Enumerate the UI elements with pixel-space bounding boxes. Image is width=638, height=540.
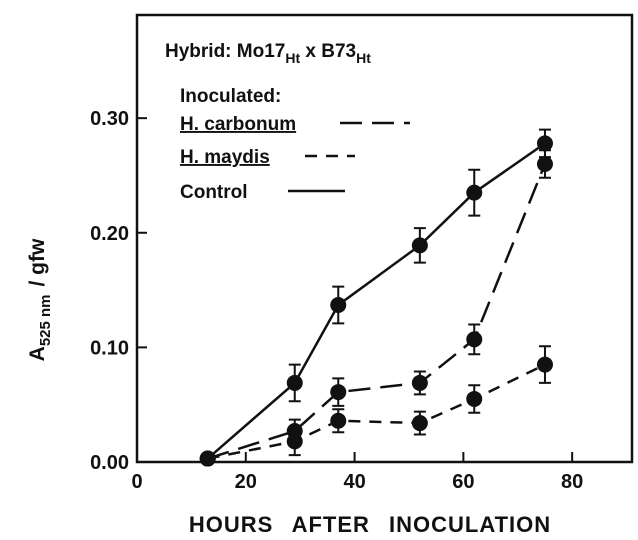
data-point	[466, 390, 483, 407]
hybrid-part: x B73	[300, 41, 356, 62]
y-label-rest: / gfw	[26, 238, 49, 286]
data-point	[536, 356, 553, 373]
y-tick-label: 0.30	[90, 108, 129, 130]
hybrid-part: Hybrid: Mo17	[165, 41, 285, 62]
hybrid-sub: Ht	[356, 50, 371, 66]
series-line	[206, 142, 546, 460]
y-axis-label: A525 nm / gfw	[26, 238, 54, 361]
data-point	[330, 412, 347, 429]
x-axis-label: HOURS AFTER INOCULATION	[189, 512, 551, 537]
hybrid-label: Hybrid: Mo17Ht x B73Ht	[165, 41, 371, 66]
data-point	[411, 415, 428, 432]
x-tick-label: 40	[343, 471, 365, 493]
y-tick-label: 0.20	[90, 223, 129, 245]
x-tick-label: 0	[131, 471, 142, 493]
legend-title: Inoculated:	[180, 86, 281, 107]
series-line	[207, 163, 547, 460]
data-point	[286, 433, 303, 450]
y-tick-label: 0.00	[90, 452, 129, 474]
data-point	[411, 237, 428, 254]
data-point	[286, 374, 303, 391]
x-tick-label: 60	[452, 471, 474, 493]
data-point	[466, 184, 483, 201]
data-point	[199, 450, 216, 467]
data-point	[536, 156, 553, 172]
data-point	[536, 135, 553, 152]
y-label-sub: 525 nm	[37, 294, 54, 346]
series-line	[207, 363, 546, 460]
plot-frame	[135, 13, 634, 464]
x-tick-label: 20	[235, 471, 257, 493]
y-tick-label: 0.10	[90, 337, 129, 359]
data-point	[466, 331, 483, 348]
data-point	[411, 374, 428, 391]
hybrid-sub: Ht	[285, 50, 300, 66]
x-tick-label: 80	[561, 471, 583, 493]
data-point	[330, 384, 347, 401]
data-point	[330, 296, 347, 313]
y-label-main: A	[26, 346, 49, 361]
legend-label: H. maydis	[180, 147, 270, 168]
legend-label: Control	[180, 182, 248, 203]
legend-label: H. carbonum	[180, 114, 296, 135]
